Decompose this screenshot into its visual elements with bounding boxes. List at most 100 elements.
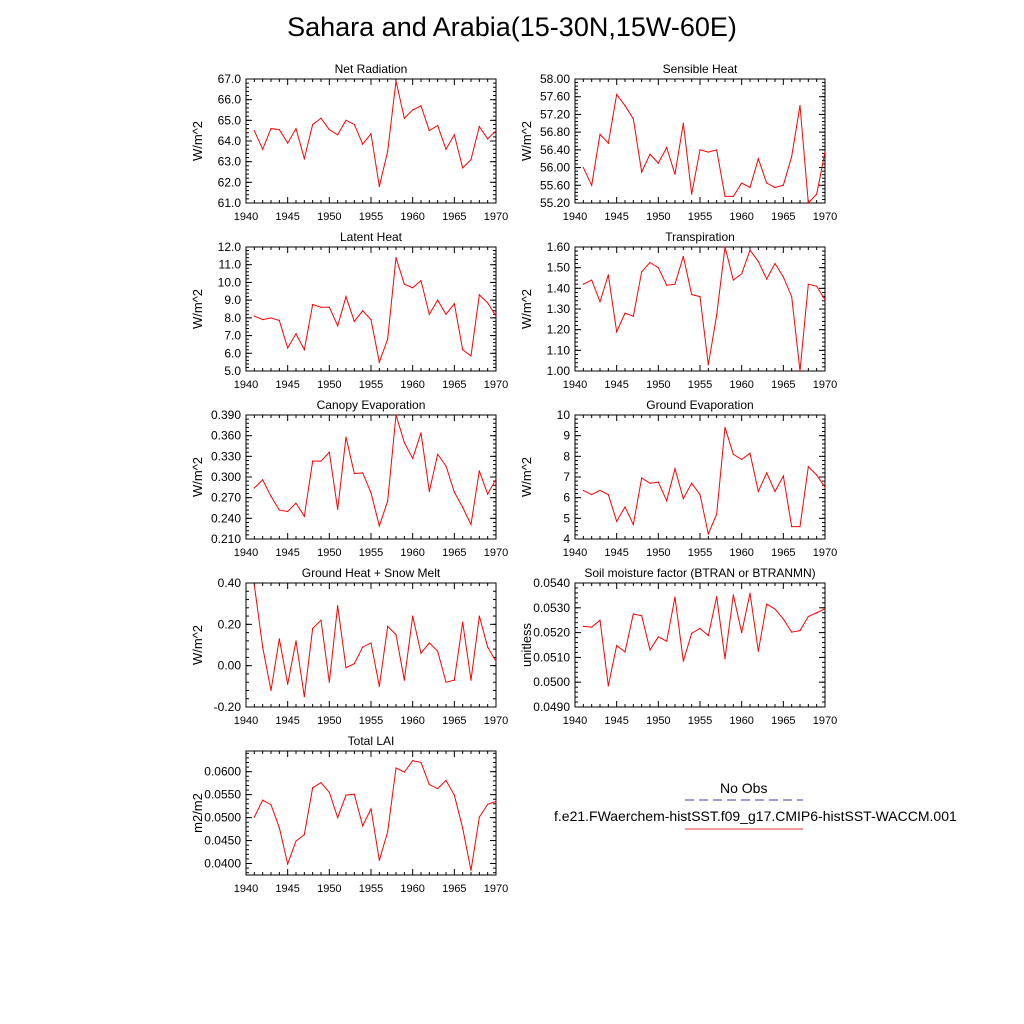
series-line [253, 760, 497, 871]
data-point [599, 133, 601, 135]
data-point [453, 679, 455, 681]
data-point [337, 325, 339, 327]
y-tick-label: 62.0 [218, 175, 242, 189]
y-axis-label: W/m^2 [190, 121, 205, 161]
data-point [412, 457, 414, 459]
y-tick-label: 64.0 [218, 134, 242, 148]
data-point [262, 319, 264, 321]
data-point [641, 477, 643, 479]
data-point [278, 319, 280, 322]
x-tick-label: 1950 [317, 883, 341, 895]
data-point [262, 799, 264, 801]
x-tick-label: 1970 [484, 211, 508, 223]
data-point [791, 296, 793, 298]
plot-frame [245, 246, 497, 372]
series-line [583, 246, 826, 372]
series-line [583, 593, 826, 687]
data-point [370, 808, 372, 810]
x-tick-label: 1965 [442, 547, 466, 559]
x-tick-label: 1950 [646, 211, 670, 223]
series-line [582, 93, 826, 205]
data-point [732, 453, 734, 455]
data-point [387, 831, 389, 833]
data-point [287, 863, 289, 865]
data-point [782, 618, 784, 620]
data-point [749, 592, 751, 594]
x-tick-label: 1970 [484, 883, 508, 895]
data-point [462, 167, 464, 169]
data-point [312, 787, 314, 789]
data-point [328, 451, 330, 453]
y-tick-label: 11.0 [219, 258, 242, 272]
data-point [487, 302, 489, 304]
data-point [766, 603, 768, 605]
data-point [724, 195, 726, 197]
data-point [378, 185, 380, 188]
y-axis-label: W/m^2 [519, 121, 534, 161]
x-tick-label: 1955 [359, 883, 383, 895]
data-point [674, 283, 676, 285]
data-point [674, 596, 676, 598]
x-tick-label: 1960 [400, 547, 424, 559]
data-point [582, 283, 584, 285]
data-point [362, 310, 364, 312]
data-point [607, 274, 609, 276]
data-point [478, 816, 480, 818]
x-tick-label: 1965 [771, 379, 795, 391]
x-tick-label: 1965 [771, 211, 795, 223]
data-point [616, 644, 618, 647]
data-point [816, 193, 818, 195]
data-point [582, 489, 584, 492]
y-tick-label: 0.0520 [533, 626, 570, 640]
data-point [757, 490, 759, 493]
data-point [766, 182, 768, 184]
data-point [766, 472, 768, 474]
data-point [353, 123, 355, 126]
data-point [462, 621, 464, 623]
data-point [707, 151, 709, 153]
data-point [253, 130, 255, 132]
data-point [682, 498, 684, 500]
y-axis-label: W/m^2 [190, 289, 205, 329]
x-tick-label: 1960 [400, 379, 424, 391]
data-point [345, 296, 347, 298]
data-point [337, 508, 339, 510]
data-point [716, 314, 718, 316]
data-point [420, 280, 422, 282]
x-tick-label: 1965 [771, 715, 795, 727]
y-tick-label: 0.0550 [204, 788, 241, 802]
data-point [487, 493, 489, 495]
y-tick-label: 0.330 [211, 449, 241, 463]
data-point [320, 117, 322, 119]
y-tick-label: 0.300 [211, 470, 241, 484]
data-point [387, 500, 389, 502]
y-tick-label: 0.0400 [204, 857, 241, 871]
x-tick-label: 1950 [646, 547, 670, 559]
y-axis-label: W/m^2 [190, 625, 205, 665]
data-point [337, 605, 339, 607]
data-point [312, 303, 314, 306]
data-point [345, 436, 347, 438]
data-point [707, 533, 709, 535]
data-point [624, 651, 626, 653]
y-tick-label: 12.0 [218, 240, 242, 254]
data-point [303, 696, 305, 698]
y-tick-label: 56.40 [540, 143, 570, 157]
data-point [328, 306, 330, 308]
data-point [462, 349, 464, 351]
data-point [453, 794, 455, 796]
data-point [716, 149, 718, 151]
data-point [362, 825, 364, 827]
data-point [328, 129, 330, 131]
panel-5: Canopy Evaporation W/m^2 1940 1945 1950 1955 1… [190, 398, 508, 559]
y-tick-label: 65.0 [218, 113, 242, 127]
data-point [362, 646, 364, 648]
data-point [799, 104, 801, 107]
data-point [270, 128, 272, 130]
data-point [445, 465, 447, 467]
data-point [591, 493, 593, 496]
y-axis-label: m2/m2 [190, 793, 205, 833]
x-tick-label: 1940 [563, 547, 587, 559]
figure-title: Sahara and Arabia(15-30N,15W-60E) [287, 12, 737, 42]
data-point [599, 619, 601, 621]
